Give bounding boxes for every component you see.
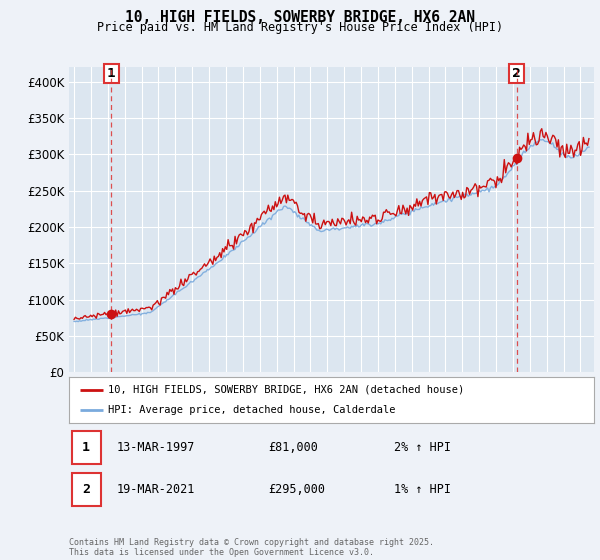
Text: 19-MAR-2021: 19-MAR-2021: [116, 483, 194, 496]
Text: 13-MAR-1997: 13-MAR-1997: [116, 441, 194, 454]
Text: 1: 1: [107, 67, 116, 80]
Text: 2% ↑ HPI: 2% ↑ HPI: [395, 441, 452, 454]
Text: 2: 2: [512, 67, 521, 80]
Text: 10, HIGH FIELDS, SOWERBY BRIDGE, HX6 2AN (detached house): 10, HIGH FIELDS, SOWERBY BRIDGE, HX6 2AN…: [109, 385, 464, 395]
Text: 2: 2: [82, 483, 90, 496]
Text: £295,000: £295,000: [269, 483, 325, 496]
Text: Price paid vs. HM Land Registry's House Price Index (HPI): Price paid vs. HM Land Registry's House …: [97, 21, 503, 34]
Bar: [71, 431, 101, 464]
Text: HPI: Average price, detached house, Calderdale: HPI: Average price, detached house, Cald…: [109, 405, 396, 415]
Text: 1% ↑ HPI: 1% ↑ HPI: [395, 483, 452, 496]
Text: 10, HIGH FIELDS, SOWERBY BRIDGE, HX6 2AN: 10, HIGH FIELDS, SOWERBY BRIDGE, HX6 2AN: [125, 10, 475, 25]
Text: Contains HM Land Registry data © Crown copyright and database right 2025.
This d: Contains HM Land Registry data © Crown c…: [69, 538, 434, 557]
Text: 1: 1: [82, 441, 90, 454]
Text: £81,000: £81,000: [269, 441, 319, 454]
Bar: [71, 473, 101, 506]
